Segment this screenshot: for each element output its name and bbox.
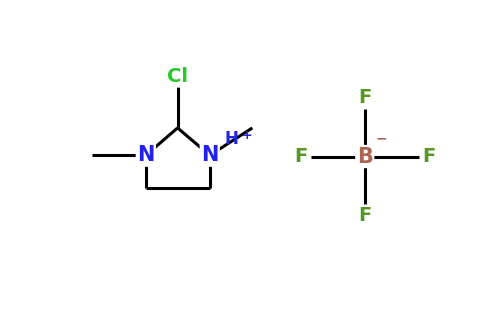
Text: Cl: Cl <box>167 67 188 86</box>
Text: F: F <box>294 147 308 166</box>
Text: H: H <box>224 130 238 148</box>
Text: +: + <box>242 129 252 142</box>
Text: F: F <box>358 206 372 225</box>
Text: F: F <box>358 88 372 107</box>
Text: −: − <box>376 132 387 146</box>
Text: N: N <box>201 145 218 165</box>
Text: N: N <box>137 145 154 165</box>
Text: B: B <box>357 147 372 166</box>
Text: F: F <box>422 147 436 166</box>
